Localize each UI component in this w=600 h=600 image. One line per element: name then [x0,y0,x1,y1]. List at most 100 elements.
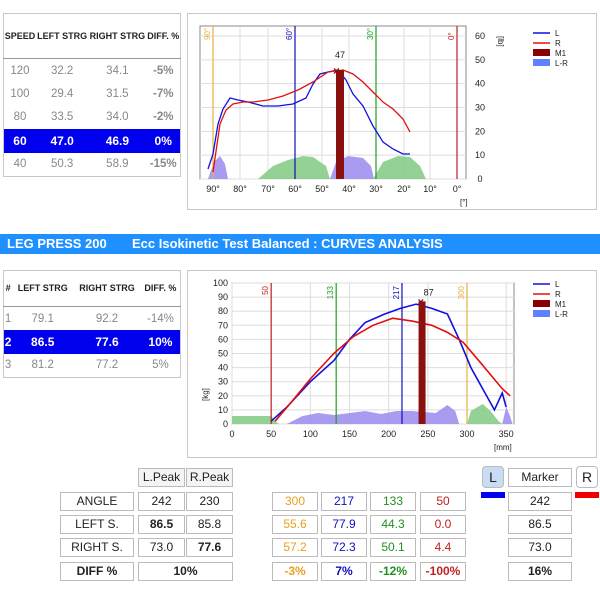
table-row[interactable]: 120 32.2 34.1 -5% [4,59,181,83]
x-tick-label: 20° [397,184,411,194]
marker-value: 77.9 [321,515,367,534]
row-label: RIGHT S. [60,538,134,557]
legend-swatch [533,59,550,66]
test-subtitle: Ecc Isokinetic Test Balanced : CURVES AN… [132,236,443,251]
table-cell: 0% [146,129,181,153]
right-side-button[interactable]: R [576,466,598,488]
marker-label: 90° [203,28,212,40]
table-cell: 31.5 [106,87,129,100]
marker-column-value: 73.0 [508,538,572,557]
marker-label: 60° [285,28,294,40]
table-row[interactable]: 60 47.0 46.9 0% [3,129,181,153]
diff-area-green [467,404,503,424]
legend-label: R [555,290,561,299]
col-header-speed: SPEED [3,13,36,59]
marker-value: 217 [321,492,367,511]
table-cell: 3 [4,359,12,371]
angle-chart-panel: 0 10 20 30 40 50 60 [lb] 90° 80° 70° 60° 50° 40° 30° 20… [187,13,597,210]
legend-label: L-R [555,59,568,68]
x-tick-label: 70° [261,184,275,194]
marker-value: 4.4 [420,538,466,557]
table-cell: 29.4 [50,87,74,100]
right-color-swatch [575,492,599,498]
col-header-left-strg: LEFT STRG [12,270,74,307]
series-r-line [212,69,411,173]
table-cell: 92.2 [95,312,119,325]
marker-column-value: 16% [508,562,572,581]
legend-label: L [555,29,560,38]
row-label: ANGLE [60,492,134,511]
l-peak-value: 73.0 [138,538,185,557]
l-peak-value: 86.5 [138,515,185,534]
peak-bar [418,301,426,424]
marker-value: 72.3 [321,538,367,557]
x-tick-label: 50° [315,184,329,194]
left-side-button[interactable]: L [482,466,504,488]
marker-label: 0° [447,32,456,40]
title-banner: LEG PRESS 200 Ecc Isokinetic Test Balanc… [0,234,600,254]
x-tick-label: 50 [266,429,276,439]
marker-label: 133 [326,285,335,299]
r-peak-value: 230 [186,492,233,511]
table-cell: 5% [152,359,169,371]
table-row[interactable]: 40 50.3 58.9 -15% [4,153,181,177]
y-tick-label: 100 [213,278,228,288]
y-unit-label: [lb] [496,36,505,47]
x-tick-label: 80° [233,184,247,194]
marker-value: 50 [420,492,466,511]
y-tick-label: 20 [218,391,228,401]
table-row[interactable]: 80 33.5 34.0 -2% [4,106,181,130]
diff-area-blue [286,405,460,424]
table-cell: 33.5 [50,111,74,124]
legend-label: M1 [555,49,567,58]
r-peak-value: 85.8 [186,515,233,534]
table-cell: 34.0 [106,111,129,124]
marker-value: 300 [272,492,318,511]
l-peak-value: 242 [138,492,185,511]
table-cell: 60 [3,129,36,153]
legend-swatch [533,310,550,317]
series-l-line [270,303,507,422]
table-row[interactable]: 2 86.5 77.6 10% [3,330,181,354]
marker-value: -100% [420,562,466,581]
table-row[interactable]: 1 79.1 92.2 -14% [4,307,181,331]
x-tick-label: 10° [423,184,437,194]
col-header-rep: # [3,270,13,307]
r-peak-header: R.Peak [186,468,233,487]
legend-label: L [555,280,560,289]
diff-area-green [373,156,426,179]
y-tick-label: 40 [475,79,485,89]
table-row[interactable]: 100 29.4 31.5 -7% [4,82,181,106]
table-cell: 81.2 [31,359,54,371]
legend-label: R [555,39,561,48]
col-header-right-strg: RIGHT STRG [73,270,141,307]
diff-value: 10% [138,562,233,581]
table-cell: 86.5 [12,330,74,354]
marker-header[interactable]: Marker [508,468,572,487]
marker-column-value: 86.5 [508,515,572,534]
marker-value: 44.3 [370,515,416,534]
table-cell: 77.2 [95,359,119,371]
y-tick-label: 90 [218,292,228,302]
y-tick-label: 10 [475,150,485,160]
marker-value: 50.1 [370,538,416,557]
x-tick-label: 0° [453,184,462,194]
marker-value: -12% [370,562,416,581]
table-row[interactable]: 3 81.2 77.2 5% [4,354,181,378]
table-cell: 77.6 [73,330,141,354]
r-peak-value: 77.6 [186,538,233,557]
table-cell: 50.3 [50,158,74,170]
marker-column-value: 242 [508,492,572,511]
table-cell: -2% [152,111,174,124]
diff-area-blue [502,407,513,424]
y-tick-label: 10 [218,405,228,415]
x-tick-label: 150 [342,429,357,439]
y-tick-label: 50 [218,349,228,359]
table-cell: -14% [146,312,174,325]
table-cell: 1 [4,312,12,325]
row-label: DIFF % [60,562,134,581]
y-tick-label: 80 [218,306,228,316]
x-tick-label: 350 [499,429,514,439]
marker-value: 57.2 [272,538,318,557]
x-unit-label: [°] [460,198,468,207]
